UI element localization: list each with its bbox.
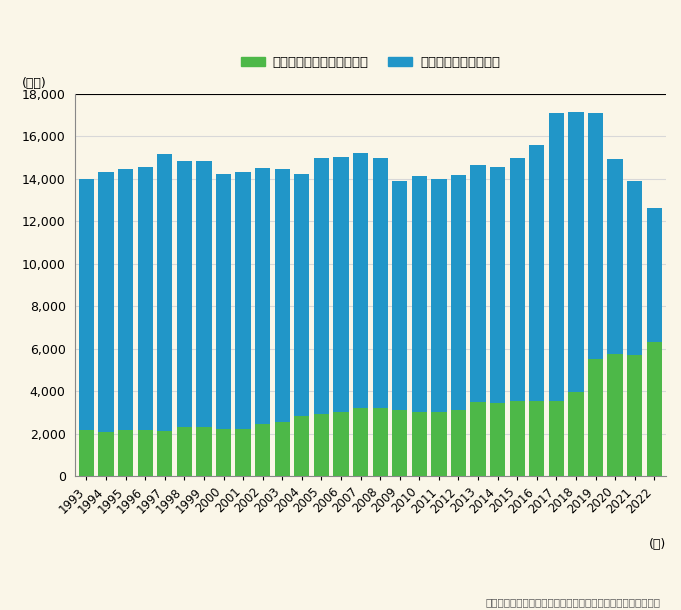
Bar [471, 402, 486, 476]
Bar [412, 412, 427, 476]
Bar [118, 170, 133, 429]
Bar [236, 173, 251, 429]
Bar [216, 174, 231, 429]
Bar [588, 113, 603, 359]
Bar [334, 157, 349, 412]
Bar [627, 181, 642, 355]
Text: (億円): (億円) [22, 77, 46, 90]
Bar [353, 153, 368, 408]
Bar [509, 157, 525, 401]
Bar [294, 174, 309, 416]
Bar [373, 408, 387, 476]
Bar [157, 154, 172, 431]
Bar [412, 176, 427, 412]
Bar [431, 412, 447, 476]
Bar [549, 113, 564, 401]
Bar [157, 431, 172, 476]
Bar [627, 355, 642, 476]
Bar [138, 167, 153, 429]
Bar [138, 429, 153, 476]
Bar [490, 403, 505, 476]
Bar [529, 145, 544, 401]
Bar [392, 181, 407, 411]
Bar [118, 429, 133, 476]
Bar [569, 392, 584, 476]
Bar [647, 207, 662, 342]
Bar [353, 408, 368, 476]
Bar [607, 159, 622, 354]
Legend: 薬用化粧品出荷額（億円）, その他化粧品（億円）: 薬用化粧品出荷額（億円）, その他化粧品（億円） [236, 51, 505, 74]
Bar [196, 161, 212, 428]
Bar [255, 425, 270, 476]
Text: (年): (年) [649, 537, 666, 551]
Bar [647, 342, 662, 476]
Bar [177, 161, 192, 428]
Bar [216, 429, 231, 476]
Text: 経済産業省生産動態統計及び厚生労働省薬事工業生産動態調査: 経済産業省生産動態統計及び厚生労働省薬事工業生産動態調査 [486, 597, 661, 607]
Bar [451, 411, 466, 476]
Bar [255, 168, 270, 425]
Bar [451, 174, 466, 411]
Bar [588, 359, 603, 476]
Bar [79, 429, 94, 476]
Bar [236, 429, 251, 476]
Bar [177, 428, 192, 476]
Bar [98, 173, 114, 432]
Bar [79, 179, 94, 429]
Bar [471, 165, 486, 402]
Bar [392, 411, 407, 476]
Bar [274, 170, 290, 422]
Bar [431, 179, 447, 412]
Bar [196, 428, 212, 476]
Bar [274, 422, 290, 476]
Bar [569, 112, 584, 392]
Bar [294, 416, 309, 476]
Bar [509, 401, 525, 476]
Bar [373, 157, 387, 408]
Bar [334, 412, 349, 476]
Bar [529, 401, 544, 476]
Bar [314, 414, 329, 476]
Bar [490, 167, 505, 403]
Bar [607, 354, 622, 476]
Bar [314, 157, 329, 414]
Bar [549, 401, 564, 476]
Bar [98, 432, 114, 476]
